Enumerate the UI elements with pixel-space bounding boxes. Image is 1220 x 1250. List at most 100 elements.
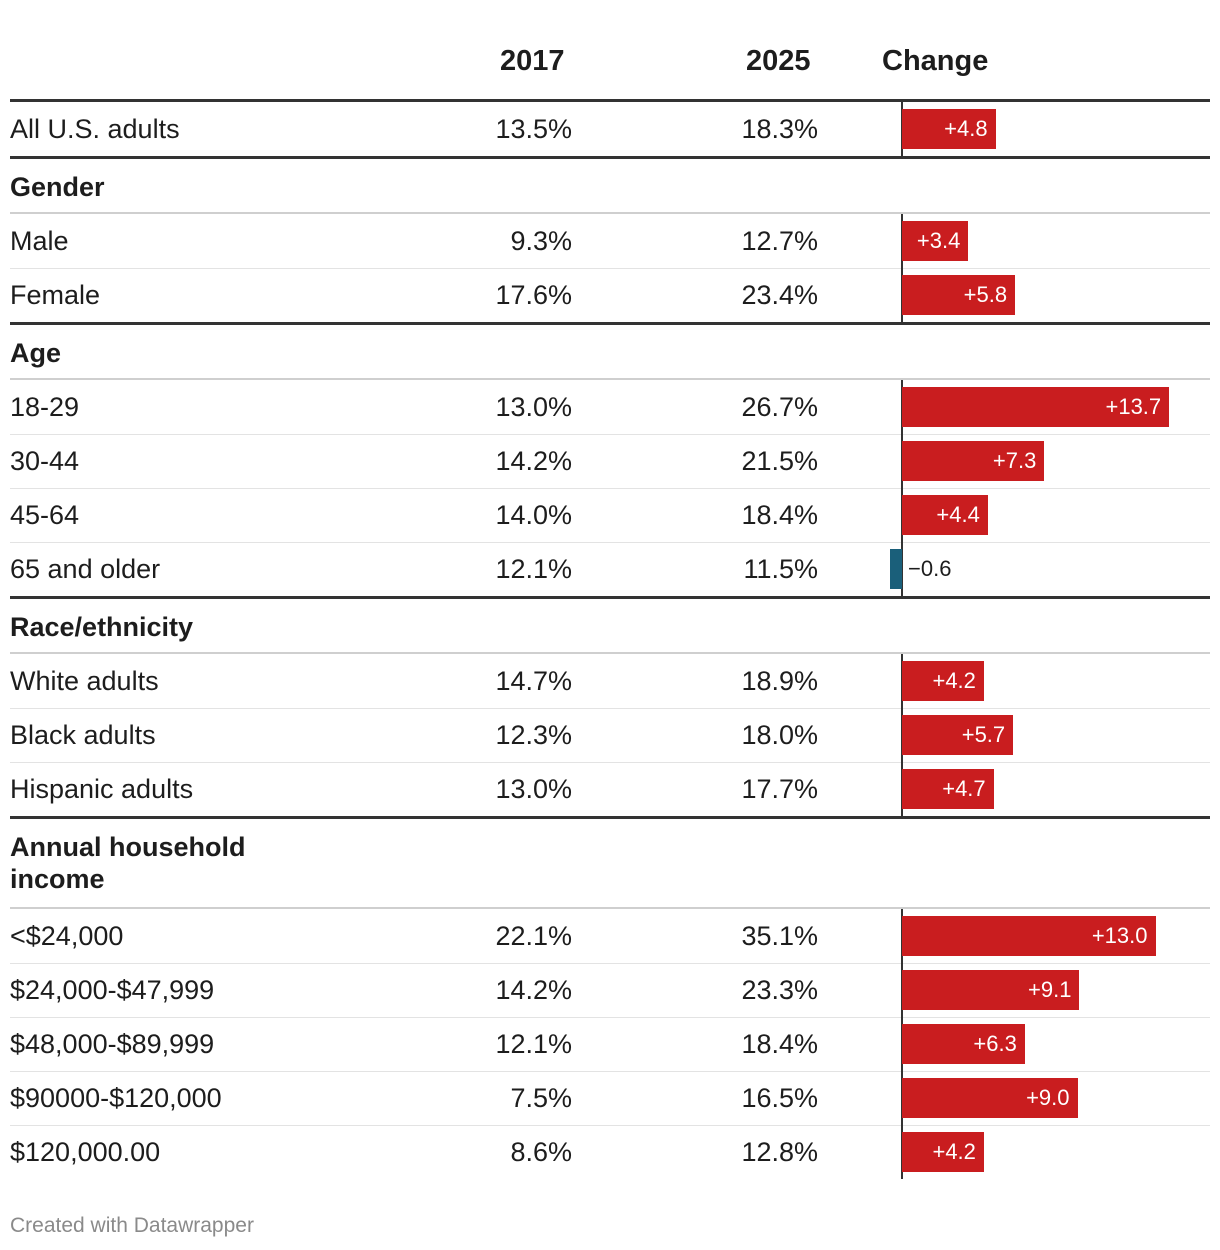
- group-divider: [10, 99, 1210, 102]
- value-2025: 12.8%: [741, 1137, 818, 1167]
- group-subdivider: [10, 907, 1210, 909]
- change-bar: [902, 1078, 1078, 1118]
- change-bar-label: +4.2: [932, 1139, 976, 1164]
- change-bar-label: +5.8: [963, 282, 1008, 307]
- change-bar: [902, 715, 1014, 755]
- change-bar-label: +4.8: [944, 116, 988, 141]
- row-divider: [10, 268, 1210, 269]
- value-2025: 12.7%: [741, 226, 818, 256]
- zero-axis: [901, 542, 903, 596]
- change-bar: [902, 661, 984, 701]
- row-label: $120,000.00: [10, 1137, 161, 1167]
- change-bar: [902, 1132, 984, 1172]
- value-2025: 18.9%: [741, 666, 818, 696]
- group-heading: Age: [10, 338, 62, 368]
- change-bar-label: +3.4: [916, 228, 961, 253]
- value-2017: 14.2%: [495, 446, 572, 476]
- change-bar: [902, 769, 994, 809]
- value-2017: 14.7%: [495, 666, 572, 696]
- group-divider: [10, 596, 1210, 599]
- group-subdivider: [10, 378, 1210, 380]
- group-subdivider: [10, 212, 1210, 214]
- value-2017: 13.0%: [495, 392, 572, 422]
- value-2017: 7.5%: [510, 1083, 572, 1113]
- value-2017: 22.1%: [495, 921, 572, 951]
- value-2025: 18.4%: [741, 1029, 818, 1059]
- change-bar-label: +13.7: [1105, 394, 1162, 419]
- column-header-2017: 2017: [500, 45, 565, 77]
- change-bar-label: +7.3: [992, 448, 1037, 473]
- value-2017: 12.3%: [495, 720, 572, 750]
- value-2017: 8.6%: [510, 1137, 572, 1167]
- row-divider: [10, 963, 1210, 964]
- group-heading: Race/ethnicity: [10, 612, 194, 642]
- row-label: All U.S. adults: [10, 114, 180, 144]
- credit-footer: Created with Datawrapper: [10, 1214, 254, 1237]
- value-2025: 21.5%: [741, 446, 818, 476]
- change-bar-label: +5.7: [961, 722, 1006, 747]
- row-label: $48,000-$89,999: [10, 1029, 215, 1059]
- row-label: Hispanic adults: [10, 774, 194, 804]
- group-subdivider: [10, 652, 1210, 654]
- change-bar: [902, 916, 1156, 956]
- value-2017: 13.5%: [495, 114, 572, 144]
- row-label: 45-64: [10, 500, 80, 530]
- group-divider: [10, 816, 1210, 819]
- row-divider: [10, 488, 1210, 489]
- value-2025: 35.1%: [741, 921, 818, 951]
- change-bar-label: +6.3: [973, 1031, 1017, 1056]
- value-2017: 13.0%: [495, 774, 572, 804]
- value-2017: 14.2%: [495, 975, 572, 1005]
- row-label: 18-29: [10, 392, 80, 422]
- change-bar: [902, 109, 996, 149]
- change-bar: [902, 441, 1045, 481]
- column-header-2025: 2025: [746, 45, 811, 77]
- group-divider: [10, 322, 1210, 325]
- change-bar: [902, 495, 988, 535]
- row-divider: [10, 1125, 1210, 1126]
- change-bar: [890, 549, 902, 589]
- change-bar-label: +4.2: [932, 668, 976, 693]
- change-bar-label: −0.6: [908, 556, 952, 581]
- change-bar: [902, 387, 1170, 427]
- row-divider: [10, 1071, 1210, 1072]
- value-2017: 9.3%: [510, 226, 572, 256]
- value-2025: 23.4%: [741, 280, 818, 310]
- value-2025: 18.0%: [741, 720, 818, 750]
- change-bar-label: +13.0: [1091, 923, 1148, 948]
- group-heading: Gender: [10, 172, 105, 202]
- row-label: 30-44: [10, 446, 80, 476]
- change-bar-label: +4.7: [942, 776, 986, 801]
- value-2025: 11.5%: [743, 554, 818, 584]
- value-2025: 23.3%: [741, 975, 818, 1005]
- value-2017: 14.0%: [495, 500, 572, 530]
- row-divider: [10, 542, 1210, 543]
- value-2025: 16.5%: [741, 1083, 818, 1113]
- value-2025: 17.7%: [741, 774, 818, 804]
- row-label: Male: [10, 226, 69, 256]
- change-bar: [902, 970, 1080, 1010]
- row-divider: [10, 708, 1210, 709]
- row-divider: [10, 1017, 1210, 1018]
- value-2025: 18.4%: [741, 500, 818, 530]
- group-heading: Annual household income: [10, 832, 246, 894]
- row-label: Black adults: [10, 720, 156, 750]
- group-divider: [10, 156, 1210, 159]
- value-2025: 26.7%: [741, 392, 818, 422]
- value-2025: 18.3%: [741, 114, 818, 144]
- change-bar-label: +9.1: [1028, 977, 1072, 1002]
- row-label: Female: [10, 280, 101, 310]
- change-bar: [902, 275, 1016, 315]
- row-divider: [10, 762, 1210, 763]
- row-label: $90000-$120,000: [10, 1083, 222, 1113]
- value-2017: 17.6%: [495, 280, 572, 310]
- row-label: <$24,000: [10, 921, 124, 951]
- change-bar: [902, 221, 969, 261]
- change-bar-label: +9.0: [1026, 1085, 1070, 1110]
- column-header-change: Change: [882, 45, 989, 77]
- row-label: White adults: [10, 666, 159, 696]
- value-2017: 12.1%: [495, 1029, 572, 1059]
- change-bar: [902, 1024, 1025, 1064]
- value-2017: 12.1%: [495, 554, 572, 584]
- row-divider: [10, 434, 1210, 435]
